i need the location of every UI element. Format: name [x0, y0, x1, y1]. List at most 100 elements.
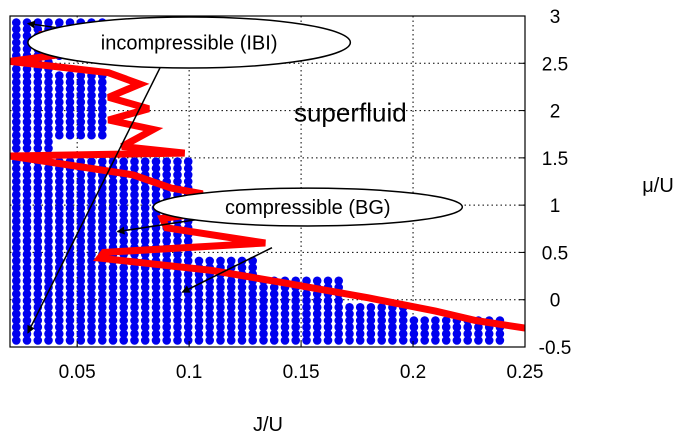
data-point — [98, 230, 107, 239]
data-point — [140, 210, 150, 219]
data-point — [22, 104, 32, 113]
data-point — [87, 263, 96, 272]
data-point — [87, 124, 96, 133]
data-point — [11, 104, 21, 113]
data-point — [173, 276, 182, 286]
data-point — [377, 303, 387, 312]
data-point — [205, 296, 214, 306]
data-point — [33, 203, 43, 213]
data-point — [55, 203, 64, 213]
data-point — [76, 77, 86, 87]
data-point — [345, 329, 354, 339]
data-point — [398, 309, 408, 319]
data-point — [377, 309, 387, 319]
y-tick-label: 0.5 — [542, 243, 568, 264]
data-point — [11, 24, 21, 34]
data-point — [302, 296, 311, 306]
data-point — [87, 283, 96, 292]
data-point — [108, 289, 118, 299]
data-point — [33, 71, 43, 80]
data-point — [33, 236, 43, 246]
data-point — [312, 296, 322, 306]
data-point — [237, 329, 247, 339]
data-point — [248, 296, 257, 306]
data-point — [312, 309, 322, 319]
data-point — [119, 183, 128, 193]
data-point — [409, 336, 419, 345]
data-point — [323, 322, 333, 332]
data-point — [87, 322, 96, 332]
data-point — [11, 170, 21, 180]
data-point — [377, 336, 387, 345]
data-point — [108, 309, 118, 319]
data-point — [173, 316, 182, 325]
data-point — [22, 256, 32, 266]
data-point — [162, 309, 171, 319]
data-point — [130, 203, 139, 213]
data-point — [22, 223, 32, 233]
data-point — [173, 269, 182, 279]
data-point — [130, 210, 139, 219]
data-point — [226, 256, 236, 266]
data-point — [87, 329, 96, 339]
data-point — [55, 269, 64, 279]
data-point — [355, 329, 365, 339]
data-point — [108, 283, 118, 292]
data-point — [22, 177, 32, 186]
data-point — [173, 177, 182, 186]
data-point — [173, 309, 182, 319]
data-point — [55, 177, 64, 186]
data-point — [33, 137, 43, 147]
data-point — [108, 263, 118, 272]
data-point — [44, 216, 53, 226]
data-point — [355, 322, 365, 332]
data-point — [194, 256, 204, 266]
data-point — [44, 276, 53, 286]
data-point — [130, 157, 139, 166]
data-point — [11, 269, 21, 279]
phase-boundary — [9, 20, 526, 332]
data-point — [44, 130, 53, 140]
data-point — [312, 303, 322, 312]
data-point — [280, 296, 290, 306]
data-point — [76, 243, 86, 252]
data-point — [55, 71, 64, 80]
data-point — [65, 289, 75, 299]
data-point — [409, 329, 419, 339]
data-point — [237, 263, 247, 272]
data-point — [44, 170, 53, 180]
data-point — [398, 336, 408, 345]
data-point — [194, 296, 204, 306]
data-point — [22, 283, 32, 292]
data-point — [130, 183, 139, 193]
data-point — [87, 190, 96, 199]
data-point — [55, 250, 64, 259]
data-point — [76, 276, 86, 286]
data-point — [431, 322, 440, 332]
data-point — [65, 309, 75, 319]
data-point — [22, 117, 32, 127]
data-point — [173, 170, 182, 180]
data-point — [76, 309, 86, 319]
data-point — [140, 157, 150, 166]
data-point — [302, 303, 311, 312]
data-point — [22, 170, 32, 180]
data-point — [108, 223, 118, 233]
data-point — [76, 97, 86, 107]
data-point — [11, 18, 21, 27]
data-point — [130, 236, 139, 246]
data-point — [87, 183, 96, 193]
data-point — [65, 296, 75, 306]
data-point — [130, 303, 139, 312]
data-point — [334, 303, 344, 312]
data-point — [33, 250, 43, 259]
data-point — [44, 104, 53, 113]
data-point — [65, 117, 75, 127]
data-point — [108, 197, 118, 206]
data-point — [205, 289, 214, 299]
y-axis-label: μ/U — [642, 175, 674, 197]
data-point — [98, 190, 107, 199]
data-point — [87, 316, 96, 325]
data-point — [22, 197, 32, 206]
data-point — [22, 263, 32, 272]
